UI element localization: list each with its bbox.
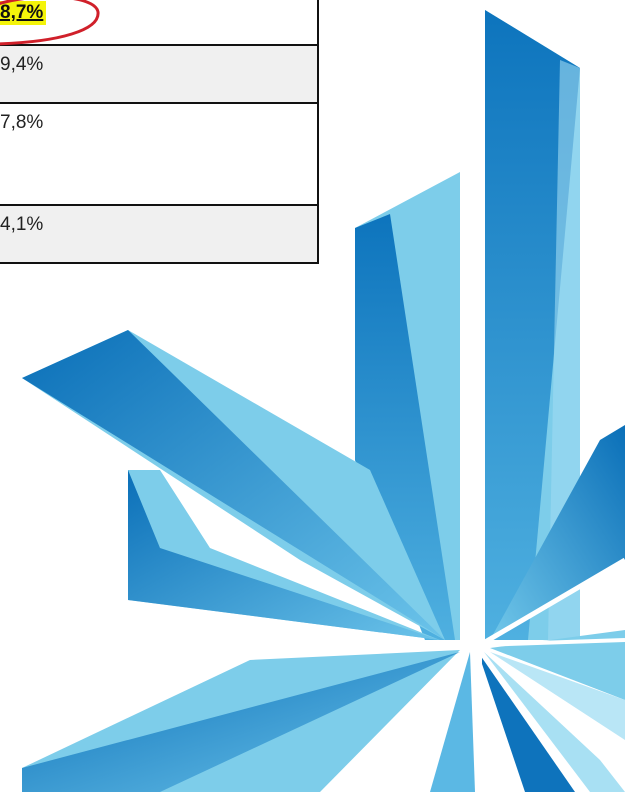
- logo-ray-lower-a: [430, 652, 475, 792]
- table-cell: 7,8%: [0, 112, 44, 133]
- table-cell: 9,4%: [0, 54, 44, 75]
- logo-separator-2: [239, 642, 481, 653]
- data-table: 8,7% 9,4% 7,8% 4,1%: [0, 0, 319, 264]
- table-row: 8,7%: [0, 0, 319, 46]
- logo-arm-vertical-main-dark: [485, 10, 580, 640]
- logo-separator-3: [479, 638, 625, 647]
- highlighted-value: 8,7%: [0, 1, 47, 25]
- table-cell: 8,7%: [0, 1, 47, 25]
- table-row: 7,8%: [0, 104, 319, 206]
- annotation-circle: [0, 0, 100, 46]
- logo-arm-lower-left-shade: [22, 652, 460, 792]
- logo-arm-right-lower-shade: [490, 652, 625, 740]
- logo-separator-1: [478, 557, 625, 648]
- logo-arm-upper-left-shade: [22, 330, 445, 640]
- logo-arm-middle-left-shade: [128, 470, 440, 640]
- logo-arm-right-lower: [490, 630, 625, 700]
- logo-ray-lower-b: [478, 652, 575, 792]
- logo-arm-vertical-secondary-shade: [355, 214, 455, 640]
- table-row: 4,1%: [0, 206, 319, 264]
- table-row: 9,4%: [0, 46, 319, 104]
- logo-ray-lower-c: [484, 652, 625, 792]
- table-cell: 4,1%: [0, 214, 44, 235]
- logo-arm-right-upper: [490, 425, 625, 640]
